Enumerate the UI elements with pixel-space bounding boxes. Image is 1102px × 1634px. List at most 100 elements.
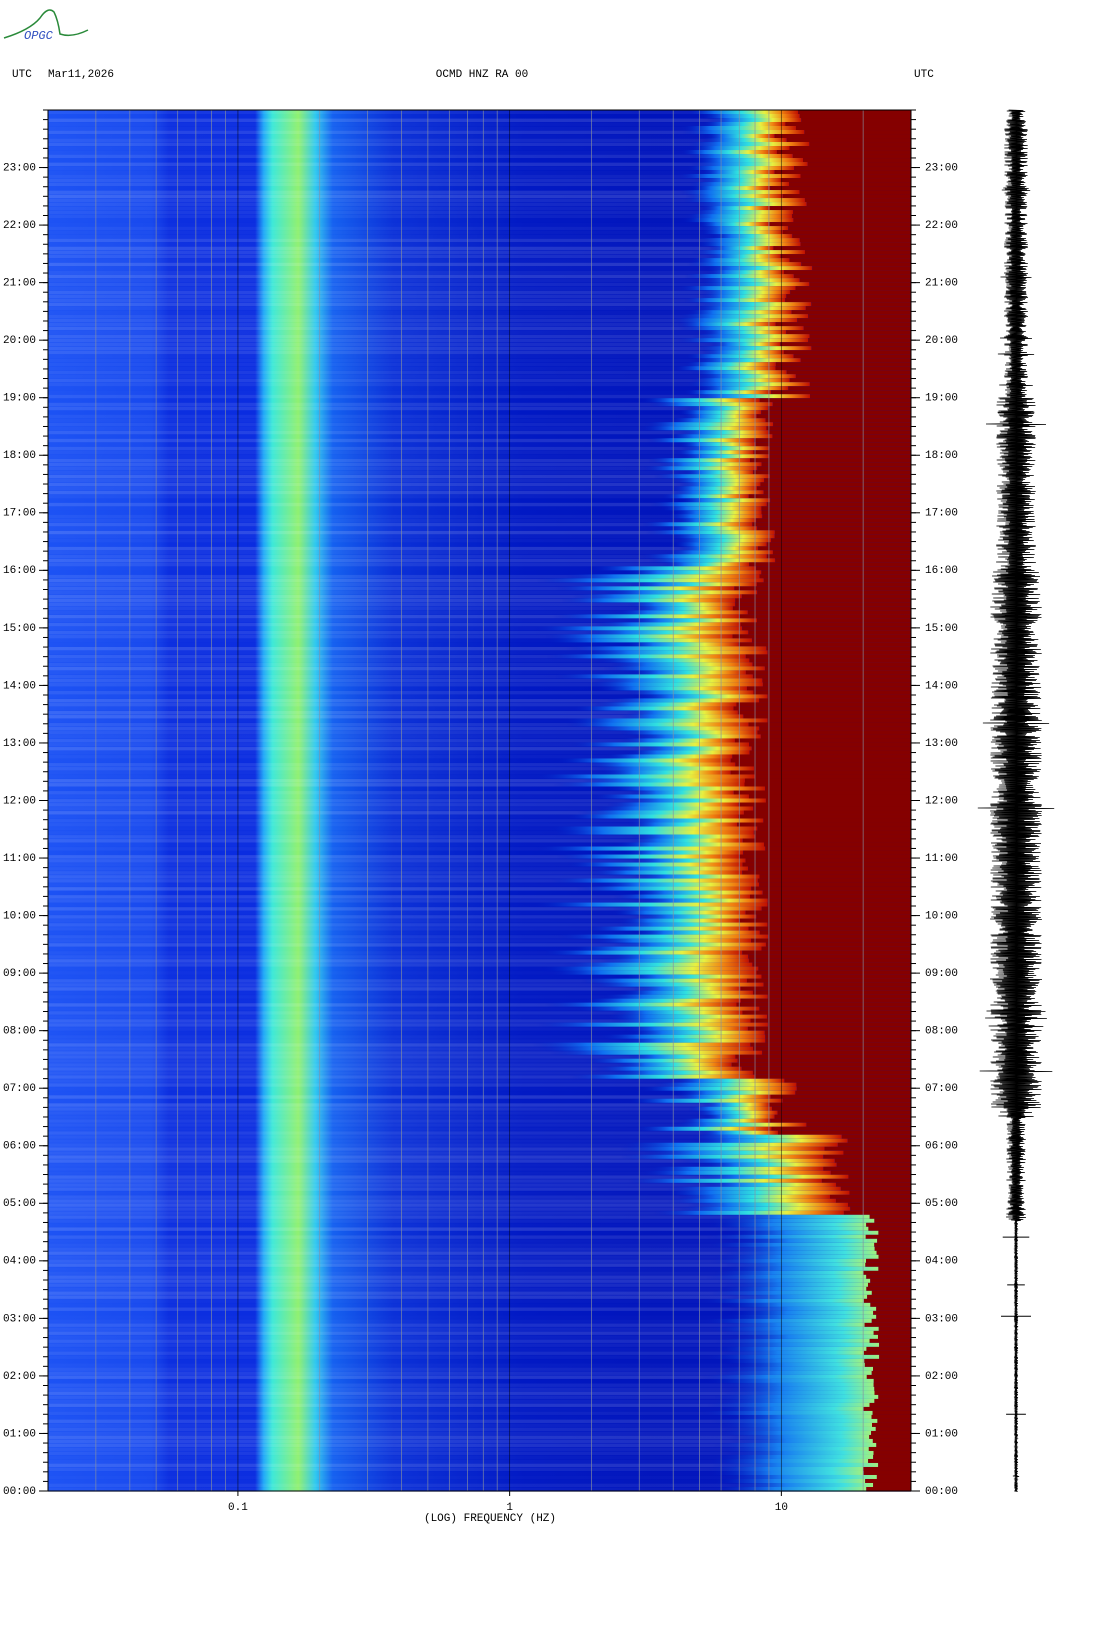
spectrum-red — [771, 1126, 911, 1132]
spectrum-red — [777, 1110, 911, 1116]
spectrum-red — [874, 1398, 911, 1404]
spectrum-hot — [606, 802, 739, 808]
spectrum-red — [811, 302, 911, 307]
spectrum-row — [48, 1410, 911, 1416]
spectrum-row — [48, 302, 911, 307]
spectrum-row — [48, 970, 911, 976]
spectrum-red — [789, 378, 911, 383]
spectrum-red — [766, 426, 911, 431]
spectrum-row — [48, 342, 911, 347]
spectrum-hot — [594, 766, 754, 772]
spectrum-row — [48, 330, 911, 335]
spectrum-hot — [548, 970, 757, 976]
spectrum-red — [870, 1278, 911, 1284]
spectrum-red — [752, 990, 911, 996]
spectrum-row — [48, 1114, 911, 1120]
spectrum-red — [757, 878, 911, 884]
spectrum-row — [48, 730, 911, 736]
y-tick-label: 20:00 — [925, 335, 958, 347]
spectrum-red — [786, 370, 911, 375]
y-tick-label: 22:00 — [925, 220, 958, 232]
y-tick-label: 13:00 — [925, 738, 958, 750]
spectrum-red — [774, 534, 911, 539]
spectrum-hot — [720, 1474, 877, 1480]
spectrum-hot — [706, 1354, 880, 1360]
spectrum-red — [788, 226, 911, 231]
spectrum-hot — [616, 1062, 732, 1068]
y-tick-label: 07:00 — [3, 1083, 36, 1095]
spectrum-red — [759, 930, 911, 936]
spectrum-red — [767, 898, 911, 904]
spectrum-red — [744, 782, 911, 788]
spectrum-row — [48, 822, 911, 828]
y-tick-label: 23:00 — [3, 162, 36, 174]
spectrum-hot — [633, 606, 733, 611]
spectrum-hot — [675, 518, 757, 523]
y-tick-label: 21:00 — [925, 278, 958, 290]
spectrum-hot — [725, 1450, 874, 1456]
spectrum-row — [48, 166, 911, 171]
spectrum-hot — [634, 874, 760, 880]
spectrum-hot — [694, 202, 807, 207]
spectrum-hot — [569, 946, 762, 952]
spectrum-red — [750, 1042, 911, 1048]
spectrum-hot — [621, 1038, 766, 1044]
spectrum-hot — [721, 1382, 874, 1388]
spectrum-row — [48, 598, 911, 603]
spectrum-red — [759, 1006, 911, 1012]
spectrum-red — [756, 582, 911, 587]
spectrum-red — [748, 926, 911, 932]
spectrum-row — [48, 534, 911, 539]
spectrum-red — [770, 1094, 911, 1100]
seismogram — [977, 109, 1055, 1492]
spectrum-row — [48, 746, 911, 752]
y-tick-label: 15:00 — [3, 623, 36, 635]
spectrum-hot — [627, 1030, 765, 1036]
spectrum-hot — [640, 426, 767, 431]
spectrum-red — [810, 394, 911, 399]
spectrum-red — [762, 682, 911, 688]
spectrum-hot — [605, 754, 733, 760]
spectrum-hot — [696, 242, 801, 247]
spectrum-row — [48, 562, 911, 567]
spectrum-hot — [666, 434, 773, 439]
spectrum-hot — [580, 978, 747, 984]
spectrum-hot — [612, 842, 765, 848]
spectrum-hot — [665, 526, 758, 531]
spectrum-row — [48, 402, 911, 407]
spectrum-red — [750, 894, 911, 900]
spectrum-row — [48, 1306, 911, 1312]
spectrum-hot — [624, 642, 739, 647]
spectrum-row — [48, 1146, 911, 1152]
spectrum-hot — [694, 306, 806, 311]
spectrum-hot — [713, 1346, 867, 1352]
spectrogram — [48, 110, 911, 1492]
spectrum-hot — [619, 730, 758, 736]
spectrum-hot — [631, 890, 763, 896]
spectrum-row — [48, 1282, 911, 1288]
spectrum-red — [769, 474, 911, 479]
spectrum-red — [784, 1078, 911, 1084]
spectrum-row — [48, 930, 911, 936]
spectrum-red — [748, 794, 911, 800]
y-tick-label: 16:00 — [925, 565, 958, 577]
spectrum-row — [48, 1350, 911, 1356]
spectrum-red — [786, 330, 911, 335]
y-tick-label: 07:00 — [925, 1083, 958, 1095]
spectrum-red — [765, 942, 911, 948]
spectrum-red — [864, 1358, 911, 1364]
spectrum-red — [742, 950, 911, 956]
spectrum-red — [803, 326, 911, 331]
spectrum-row — [48, 910, 911, 916]
spectrum-red — [745, 858, 911, 864]
spectrum-red — [808, 314, 911, 319]
spectrum-hot — [729, 1238, 878, 1244]
spectrum-red — [867, 1294, 911, 1300]
spectrum-red — [777, 1130, 911, 1136]
spectrum-row — [48, 1474, 911, 1480]
spectrum-row — [48, 510, 911, 515]
y-tick-label: 14:00 — [3, 680, 36, 692]
spectrum-red — [763, 490, 911, 495]
y-tick-label: 10:00 — [3, 910, 36, 922]
